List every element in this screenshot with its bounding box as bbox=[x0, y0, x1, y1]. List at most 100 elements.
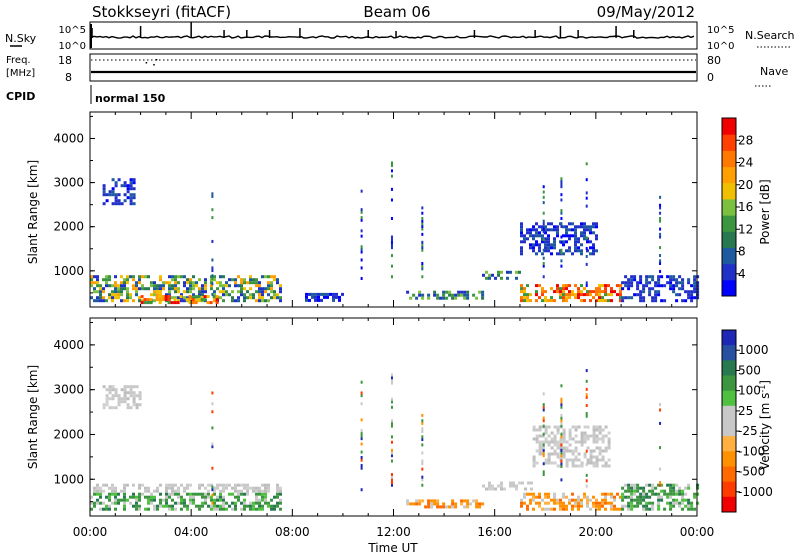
echo-cell bbox=[186, 504, 189, 508]
echo-cell bbox=[177, 296, 180, 300]
echo-scatter bbox=[560, 211, 563, 215]
echo-cell bbox=[523, 287, 526, 291]
echo-cell bbox=[276, 501, 279, 505]
echo-cell bbox=[592, 495, 595, 499]
echo-cell bbox=[174, 275, 177, 279]
echo-scatter bbox=[211, 391, 214, 395]
echo-scatter bbox=[211, 442, 214, 446]
echo-cell bbox=[165, 489, 168, 493]
echo-cell bbox=[451, 505, 455, 509]
echo-cell bbox=[672, 290, 676, 294]
echo-cell bbox=[687, 281, 691, 285]
echo-cell bbox=[556, 455, 560, 459]
colorbar-swatch bbox=[722, 279, 736, 297]
echo-cell bbox=[645, 278, 649, 282]
echo-cell bbox=[261, 483, 264, 487]
echo-cell bbox=[156, 287, 159, 291]
echo-cell bbox=[574, 228, 577, 232]
echo-cell bbox=[135, 403, 139, 407]
echo-cell bbox=[240, 492, 243, 496]
echo-cell bbox=[648, 275, 652, 279]
echo-cell bbox=[135, 290, 138, 294]
freq-series bbox=[91, 59, 696, 74]
echo-cell bbox=[532, 464, 536, 468]
echo-cell bbox=[654, 293, 658, 297]
echo-cell bbox=[595, 434, 599, 438]
echo-cell bbox=[135, 501, 138, 505]
echo-scatter bbox=[659, 467, 662, 471]
echo-cell bbox=[538, 428, 542, 432]
echo-cell bbox=[565, 504, 568, 508]
echo-cell bbox=[657, 483, 661, 487]
echo-cell bbox=[243, 296, 246, 300]
echo-cell bbox=[111, 299, 114, 303]
echo-cell bbox=[177, 287, 180, 291]
echo-cell bbox=[192, 293, 195, 297]
echo-cell bbox=[102, 483, 105, 487]
echo-cell bbox=[610, 504, 613, 508]
echo-cell bbox=[595, 461, 599, 465]
echo-cell bbox=[174, 287, 177, 291]
echo-cell bbox=[556, 290, 559, 294]
echo-cell bbox=[547, 237, 550, 241]
echo-cell bbox=[135, 284, 138, 288]
echo-cell bbox=[132, 193, 136, 197]
echo-cell bbox=[663, 284, 667, 288]
echo-cell bbox=[159, 504, 162, 508]
echo-cell bbox=[547, 246, 550, 250]
echo-scatter bbox=[659, 269, 662, 273]
echo-cell bbox=[141, 275, 144, 279]
echo-cell bbox=[607, 443, 611, 447]
echo-cell bbox=[323, 292, 326, 296]
echo-cell bbox=[538, 249, 541, 253]
echo-cell bbox=[672, 489, 676, 493]
echo-cell bbox=[108, 385, 112, 389]
echo-cell bbox=[586, 425, 590, 429]
echo-cell bbox=[180, 501, 183, 505]
echo-cell bbox=[93, 486, 96, 490]
echo-cell bbox=[132, 483, 135, 487]
echo-cell bbox=[150, 284, 153, 288]
echo-cell bbox=[553, 443, 557, 447]
echo-cell bbox=[258, 284, 261, 288]
echo-cell bbox=[624, 489, 628, 493]
echo-scatter bbox=[390, 397, 393, 401]
echo-scatter bbox=[542, 219, 545, 223]
echo-cell bbox=[276, 281, 279, 285]
echo-cell bbox=[132, 284, 135, 288]
echo-cell bbox=[170, 301, 174, 305]
echo-scatter bbox=[585, 393, 588, 397]
echo-cell bbox=[314, 292, 317, 296]
echo-cell bbox=[258, 293, 261, 297]
echo-cell bbox=[314, 295, 317, 299]
echo-scatter bbox=[390, 238, 393, 242]
echo-cell bbox=[571, 222, 574, 226]
echo-cell bbox=[601, 464, 605, 468]
echo-cell bbox=[616, 293, 619, 297]
power-y-label: Slant Range [km] bbox=[26, 160, 40, 264]
echo-scatter bbox=[390, 169, 393, 173]
echo-cell bbox=[538, 284, 541, 288]
echo-cell bbox=[201, 501, 204, 505]
echo-cell bbox=[645, 507, 649, 511]
colorbar-swatch bbox=[722, 247, 736, 265]
echo-scatter bbox=[360, 429, 363, 433]
echo-cell bbox=[690, 290, 694, 294]
echo-cell bbox=[102, 278, 105, 282]
echo-cell bbox=[613, 504, 616, 508]
y-tick-label: 3000 bbox=[53, 176, 84, 190]
echo-cell bbox=[515, 487, 518, 491]
colorbar-swatch bbox=[722, 198, 736, 216]
echo-cell bbox=[276, 278, 279, 282]
echo-cell bbox=[153, 489, 156, 493]
echo-cell bbox=[589, 458, 593, 462]
echo-cell bbox=[690, 296, 694, 300]
echo-cell bbox=[565, 464, 569, 468]
echo-cell bbox=[332, 298, 335, 302]
echo-cell bbox=[601, 455, 605, 459]
nave-right-tick-bottom: 0 bbox=[707, 71, 714, 84]
echo-cell bbox=[693, 278, 697, 282]
echo-cell bbox=[541, 440, 545, 444]
echo-cell bbox=[129, 178, 133, 182]
colorbar-swatch bbox=[722, 345, 736, 361]
